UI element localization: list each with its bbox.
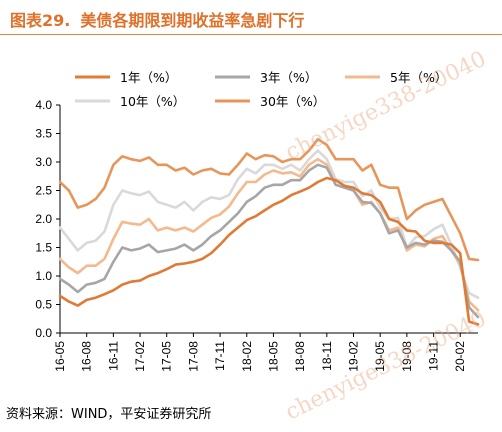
figure-title: 图表29. 美债各期限到期收益率急剧下行 [10, 7, 304, 31]
x-tick-label: 19-11 [427, 341, 441, 371]
x-tick-label: 18-02 [240, 341, 254, 372]
x-tick-label: 20-02 [453, 341, 467, 372]
x-tick-label: 17-11 [213, 341, 227, 371]
x-tick-label: 19-08 [400, 341, 414, 372]
series-line-1 [58, 176, 480, 326]
x-tick-label: 17-02 [133, 341, 147, 372]
series-line-3 [58, 157, 480, 312]
x-tick-label: 16-11 [106, 341, 120, 371]
y-tick-label: 4.0 [35, 98, 52, 112]
figure-title-text: 美债各期限到期收益率急剧下行 [80, 11, 305, 30]
x-tick-label: 16-05 [53, 341, 67, 372]
y-axis: 0.0 0.5 1.0 1.5 2.0 2.5 3.0 3.5 4.0 [35, 98, 60, 340]
x-axis: 16-05 16-08 16-11 17-02 17-05 17-08 17-11 18-02… [53, 333, 467, 372]
legend-label: 30年（%） [260, 94, 325, 109]
x-tick-label: 19-05 [373, 341, 387, 372]
x-tick-label: 18-05 [266, 341, 280, 372]
x-tick-label: 19-02 [346, 341, 360, 372]
series-line-2 [58, 163, 480, 319]
x-tick-label: 17-08 [186, 341, 200, 372]
legend: 1年（%） 3年（%） 5年（%） 10年（%） 30年（%） [75, 70, 447, 109]
x-tick-label: 16-08 [80, 341, 94, 372]
y-tick-label: 3.5 [35, 127, 52, 141]
legend-label: 5年（%） [390, 70, 447, 85]
x-tick-label: 18-08 [293, 341, 307, 372]
x-tick-label: 18-11 [320, 341, 334, 371]
legend-label: 1年（%） [120, 70, 177, 85]
y-tick-label: 2.5 [35, 184, 52, 198]
series-line-5 [58, 137, 480, 262]
series-layer [58, 137, 480, 326]
title-rule [0, 34, 502, 35]
legend-label: 10年（%） [120, 94, 185, 109]
figure-number: 图表29. [10, 11, 71, 30]
legend-label: 3年（%） [260, 70, 317, 85]
y-tick-label: 1.0 [35, 269, 52, 283]
x-tick-label: 17-05 [160, 341, 174, 372]
y-tick-label: 3.0 [35, 155, 52, 169]
y-tick-label: 0.5 [35, 298, 52, 312]
y-tick-label: 1.5 [35, 241, 52, 255]
y-tick-label: 0.0 [35, 326, 52, 340]
y-tick-label: 2.0 [35, 212, 52, 226]
source-note: 资料来源：WIND，平安证券研究所 [6, 407, 212, 422]
